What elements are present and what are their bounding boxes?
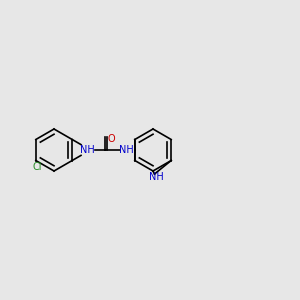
Text: NH: NH: [80, 145, 94, 155]
Text: NH: NH: [119, 145, 134, 155]
Text: O: O: [108, 134, 116, 145]
Text: NH: NH: [148, 172, 164, 182]
Text: Cl: Cl: [33, 162, 42, 172]
